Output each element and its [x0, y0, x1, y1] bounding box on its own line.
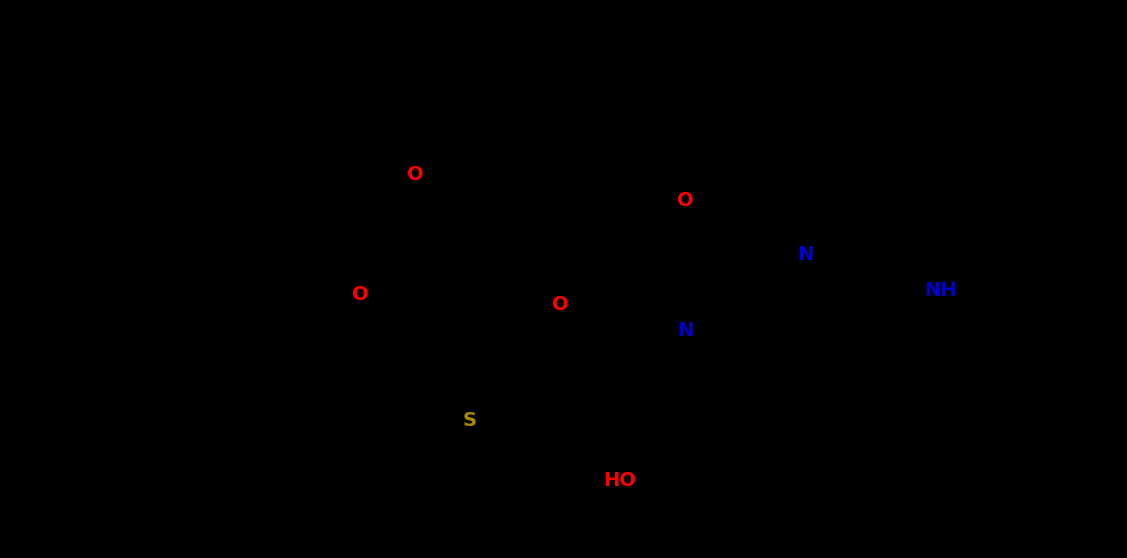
Text: N: N	[797, 246, 813, 264]
Text: NH: NH	[924, 281, 956, 300]
Text: O: O	[676, 190, 693, 209]
Text: O: O	[407, 166, 424, 185]
Text: HO: HO	[604, 470, 637, 489]
Text: N: N	[677, 320, 693, 339]
Text: S: S	[463, 411, 477, 430]
Text: O: O	[352, 286, 369, 305]
Text: O: O	[552, 296, 568, 315]
